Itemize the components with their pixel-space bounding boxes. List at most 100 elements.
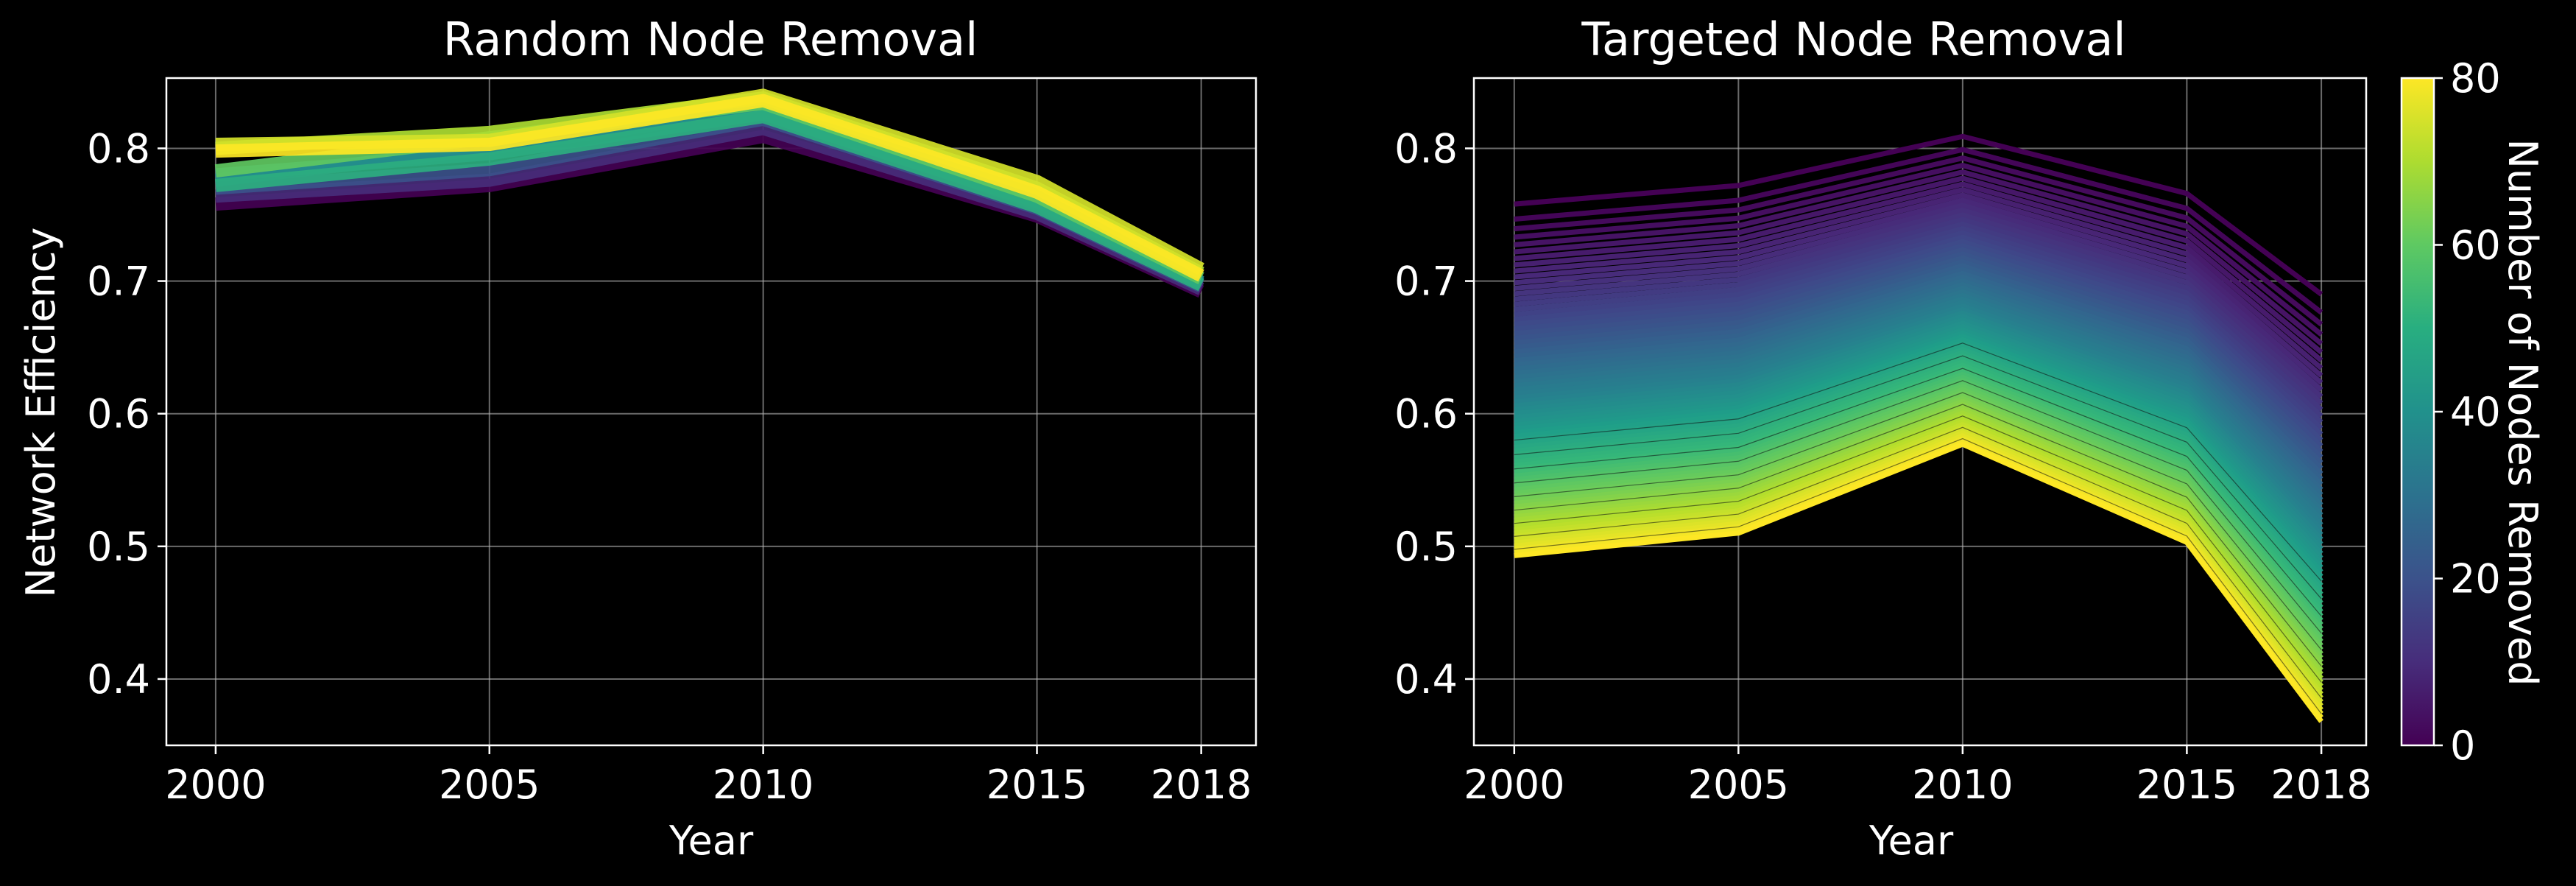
series-line <box>1514 303 2323 532</box>
x-tick-label: 2005 <box>1688 762 1789 808</box>
series-line-edge <box>1514 392 2322 650</box>
series-line <box>1514 203 2323 392</box>
series-line <box>1514 320 2323 556</box>
series-line <box>1514 147 2323 315</box>
x-tick-label: 2010 <box>713 762 814 808</box>
series-line <box>1514 187 2323 370</box>
y-tick-label: 0.4 <box>1394 656 1458 703</box>
series-line <box>1514 197 2323 385</box>
series-line-edge <box>1514 404 2322 667</box>
x-axis-label: Year <box>668 818 754 864</box>
y-tick-label: 0.4 <box>87 656 150 703</box>
series-line <box>215 94 1204 282</box>
series-line <box>1514 285 2323 507</box>
y-tick-label: 0.7 <box>87 259 150 305</box>
colorbar-tick-label: 80 <box>2450 55 2501 102</box>
x-axis-label: Year <box>1869 818 1954 864</box>
series-line <box>1514 243 2323 449</box>
series-line <box>1514 221 2323 418</box>
series-line <box>1514 323 2323 560</box>
colorbar-gradient <box>2400 77 2435 747</box>
series-line-edge <box>1514 426 2322 699</box>
series-line-edge <box>1514 380 2322 634</box>
series-line <box>1514 300 2323 527</box>
x-tick-label: 2018 <box>2270 762 2371 808</box>
series-line <box>1514 274 2323 492</box>
series-line <box>1514 270 2323 487</box>
colorbar: 0 20 40 60 80 Number of Nodes Removed <box>2400 55 2546 769</box>
x-tick-label: 2000 <box>165 762 266 808</box>
series-line <box>1514 192 2323 378</box>
y-tick-label: 0.6 <box>87 391 150 437</box>
x-tick-label: 2005 <box>439 762 540 808</box>
series-line <box>1514 155 2323 327</box>
series-line <box>1514 251 2323 460</box>
series-line <box>1514 225 2323 424</box>
series-line <box>1514 259 2323 471</box>
series-line-edge <box>1514 415 2322 683</box>
series-line <box>1514 175 2323 355</box>
series-line <box>1514 296 2323 522</box>
x-tick-labels: 2000 2005 2010 2015 2018 <box>165 745 1252 808</box>
series-line <box>1514 282 2323 502</box>
series-line <box>1514 255 2323 465</box>
colorbar-ticks: 0 20 40 60 80 <box>2434 55 2501 769</box>
x-tick-label: 2000 <box>1464 762 1564 808</box>
y-tick-label: 0.8 <box>87 125 150 172</box>
series-line <box>1514 278 2323 497</box>
series-line <box>1514 292 2323 517</box>
series-line <box>1514 169 2323 346</box>
y-tick-label: 0.5 <box>87 524 150 570</box>
series-line <box>1514 230 2323 431</box>
series-line <box>1514 289 2323 513</box>
plot-frame <box>1472 77 2368 747</box>
x-tick-label: 2018 <box>1151 762 1252 808</box>
series-line <box>1514 239 2323 443</box>
series-line <box>1514 133 2323 297</box>
series-line-edge <box>1514 368 2322 617</box>
targeted-removal-chart: Targeted Node Removal 2000 2005 2010 2015 20… <box>1394 13 2372 864</box>
y-tick-label: 0.7 <box>1394 259 1458 305</box>
series-line <box>1514 331 2323 569</box>
y-tick-label: 0.5 <box>1394 524 1458 570</box>
series-line <box>1514 327 2323 565</box>
series-line <box>1514 217 2323 412</box>
series-line <box>215 110 1204 292</box>
series-lines <box>214 88 1204 298</box>
series-line <box>1514 247 2323 454</box>
series-line <box>1514 314 2323 546</box>
series-line <box>1514 263 2323 476</box>
series-line <box>1514 310 2323 541</box>
colorbar-tick-label: 0 <box>2450 722 2475 769</box>
series-line <box>1514 234 2323 437</box>
series-line <box>1514 207 2323 399</box>
series-line-edge <box>1514 437 2322 714</box>
series-line-edge <box>1514 342 2322 582</box>
y-tick-labels: 0.4 0.5 0.6 0.7 0.8 <box>1394 125 1474 703</box>
random-removal-chart: Random Node Removal 2000 2005 2010 2015 2018… <box>18 13 1257 864</box>
series-line <box>1514 334 2323 574</box>
y-tick-labels: 0.4 0.5 0.6 0.7 0.8 <box>87 125 166 703</box>
series-lines <box>1514 133 2323 723</box>
colorbar-tick-label: 20 <box>2450 556 2501 602</box>
x-tick-label: 2015 <box>987 762 1087 808</box>
y-axis-label: Network Efficiency <box>18 228 64 598</box>
x-tick-labels: 2000 2005 2010 2015 2018 <box>1464 745 2372 808</box>
series-line <box>1514 267 2323 482</box>
x-tick-label: 2010 <box>1912 762 2013 808</box>
plot-frame <box>165 77 1257 747</box>
y-tick-label: 0.8 <box>1394 125 1458 172</box>
series-line <box>1514 441 2323 723</box>
chart-title: Targeted Node Removal <box>1581 13 2125 66</box>
series-line <box>1514 306 2323 537</box>
series-line <box>1514 181 2323 363</box>
y-tick-label: 0.6 <box>1394 391 1458 437</box>
series-line-edge <box>1514 355 2322 600</box>
series-line <box>1514 163 2323 337</box>
x-tick-label: 2015 <box>2136 762 2237 808</box>
series-line <box>1514 212 2323 406</box>
colorbar-tick-label: 60 <box>2450 222 2501 269</box>
colorbar-label: Number of Nodes Removed <box>2499 139 2546 686</box>
gridlines <box>166 78 1256 745</box>
